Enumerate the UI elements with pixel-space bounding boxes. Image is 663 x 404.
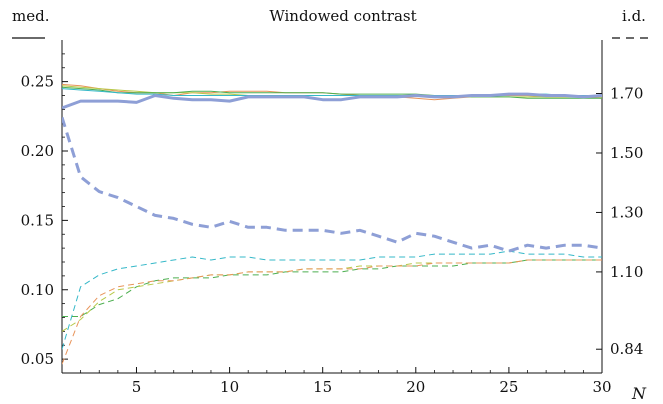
median-series-line	[62, 92, 602, 110]
id-series-line	[62, 250, 602, 350]
median-series-line	[62, 86, 602, 99]
right-y-tick-label: 1.10	[610, 263, 643, 281]
id-series-line	[62, 116, 602, 253]
id-series-line	[62, 259, 602, 365]
plot-area: 5 10 15 20 25 30 0.05 0.10 0.15 0.20 0.25 0.84 1.10 1…	[21, 40, 643, 396]
right-y-tick-label: 1.70	[610, 85, 643, 103]
x-tick-label: 15	[313, 378, 332, 396]
x-axis-label: N	[631, 384, 647, 403]
x-tick-label: 25	[499, 378, 518, 396]
x-tick-label: 5	[132, 378, 142, 396]
right-y-tick-label: 1.30	[610, 203, 643, 221]
right-axis-label: i.d.	[622, 7, 646, 25]
left-axis-label: med.	[12, 7, 49, 25]
left-y-tick-label: 0.10	[21, 281, 54, 299]
right-y-tick-label: 0.84	[610, 340, 643, 358]
left-y-tick-label: 0.05	[21, 350, 54, 368]
chart-title: Windowed contrast	[269, 7, 416, 25]
left-y-tick-label: 0.15	[21, 211, 54, 229]
x-tick-label: 20	[406, 378, 425, 396]
left-y-tick-label: 0.25	[21, 73, 54, 91]
id-series-line	[62, 259, 602, 332]
x-tick-label: 10	[220, 378, 239, 396]
left-y-tick-label: 0.20	[21, 142, 54, 160]
x-tick-label: 30	[592, 378, 611, 396]
right-y-tick-label: 1.50	[610, 144, 643, 162]
